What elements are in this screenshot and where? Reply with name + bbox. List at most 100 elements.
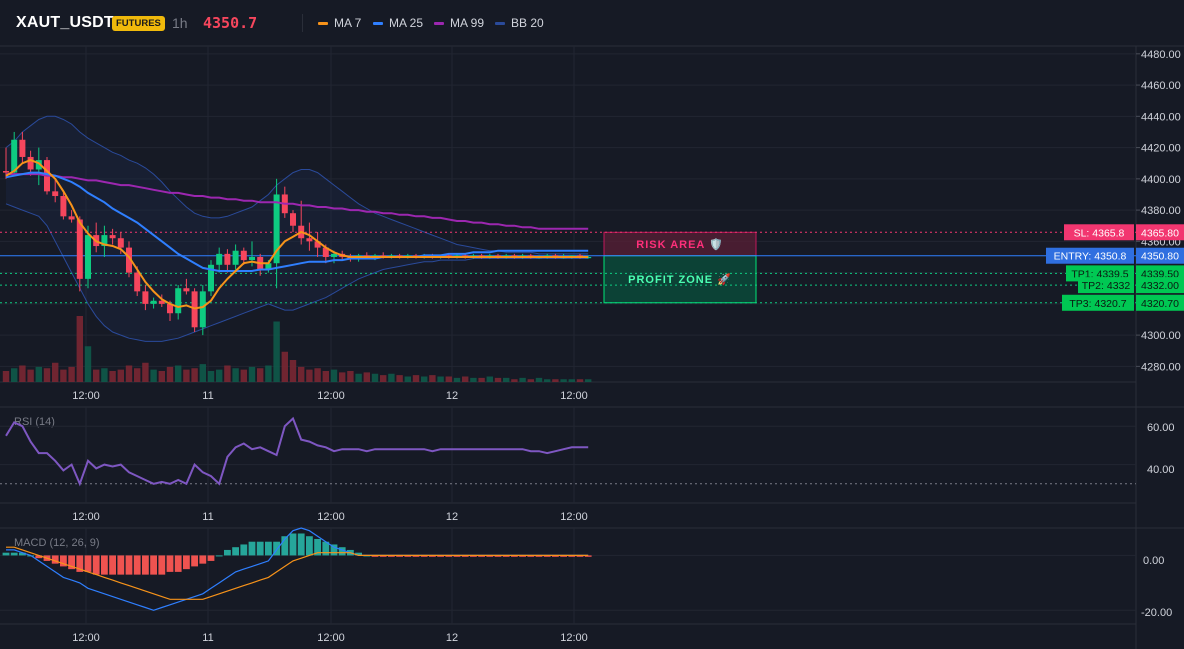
candle-body bbox=[273, 194, 280, 264]
sl-axis-label: 4365.80 bbox=[1141, 227, 1179, 239]
candle-body bbox=[11, 139, 18, 173]
candle-body bbox=[175, 288, 182, 314]
volume-bar bbox=[371, 373, 379, 382]
volume-bar bbox=[2, 371, 10, 382]
candle bbox=[191, 288, 198, 332]
macd-histogram-bar bbox=[207, 555, 215, 561]
volume-bar bbox=[396, 375, 403, 382]
macd-histogram-bar bbox=[420, 555, 428, 557]
candle-body bbox=[158, 300, 165, 304]
macd-tick-0: 0.00 bbox=[1143, 555, 1164, 567]
volume-bar bbox=[175, 365, 182, 382]
candle bbox=[76, 216, 83, 292]
price-tick-label: 4480.00 bbox=[1141, 49, 1181, 61]
macd-histogram-bar bbox=[60, 555, 67, 567]
candle bbox=[126, 241, 132, 278]
volume-bar bbox=[150, 369, 157, 382]
entry-axis-label: 4350.80 bbox=[1141, 251, 1179, 263]
volume-bar bbox=[216, 369, 223, 382]
legend-bb20-label: BB 20 bbox=[511, 16, 544, 30]
legend-ma99[interactable]: MA 99 bbox=[434, 16, 484, 30]
macd-histogram-bar bbox=[429, 555, 436, 557]
candle-body bbox=[52, 191, 59, 197]
volume-bar bbox=[76, 316, 83, 382]
macd-histogram-bar bbox=[51, 555, 59, 564]
entry-axis-tag bbox=[1136, 247, 1184, 264]
candle bbox=[19, 131, 26, 164]
volume-bar bbox=[19, 365, 26, 382]
volume-bar bbox=[453, 377, 461, 382]
time-tick-label: 12:00 bbox=[560, 632, 588, 644]
candle bbox=[142, 285, 149, 311]
volume-bar bbox=[68, 366, 75, 382]
volume-bar bbox=[183, 369, 190, 382]
time-tick-label: 11 bbox=[202, 511, 213, 523]
volume-bar bbox=[412, 375, 420, 382]
macd-histogram-bar bbox=[84, 555, 92, 572]
candle-body bbox=[134, 272, 141, 292]
tp3-tag bbox=[1062, 294, 1134, 311]
interval-label[interactable]: 1h bbox=[172, 15, 188, 31]
volume-bar bbox=[421, 376, 428, 382]
legend-ma25-label: MA 25 bbox=[389, 16, 424, 30]
macd-histogram-bar bbox=[511, 555, 518, 557]
volume-bar bbox=[470, 377, 477, 382]
volume-bar bbox=[232, 368, 239, 382]
volume-bar bbox=[273, 321, 280, 382]
macd-histogram-bar bbox=[371, 555, 379, 557]
candle bbox=[290, 210, 296, 232]
volume-bar bbox=[322, 371, 329, 382]
candle-body bbox=[3, 171, 9, 173]
profit-zone-label: PROFIT ZONE 🚀 bbox=[628, 273, 732, 286]
candle bbox=[306, 222, 313, 251]
candle-body bbox=[232, 250, 239, 265]
candle-body bbox=[101, 235, 108, 247]
macd-histogram-bar bbox=[174, 555, 182, 572]
time-tick-label: 12:00 bbox=[72, 390, 100, 402]
legend-bb20[interactable]: BB 20 bbox=[495, 16, 544, 30]
candle-body bbox=[35, 160, 42, 170]
legend-ma7[interactable]: MA 7 bbox=[318, 16, 361, 30]
candle bbox=[232, 244, 239, 270]
volume-bar bbox=[306, 369, 313, 382]
volume-bar bbox=[117, 369, 124, 382]
candle bbox=[158, 294, 165, 307]
macd-histogram-bar bbox=[281, 536, 289, 556]
volume-bar bbox=[544, 379, 551, 382]
tp3-tag-label: TP3: 4320.7 bbox=[1069, 298, 1126, 310]
price-tick-label: 4300.00 bbox=[1141, 330, 1181, 342]
volume-bar bbox=[503, 377, 510, 382]
chart-header: XAUT_USDT FUTURES 1h 4350.7 MA 7 MA 25 M… bbox=[0, 0, 1184, 46]
macd-histogram-bar bbox=[552, 555, 559, 557]
volume-bar bbox=[339, 372, 346, 382]
volume-bar bbox=[207, 371, 215, 382]
candle bbox=[175, 285, 182, 320]
macd-histogram-bar bbox=[461, 555, 469, 557]
volume-bar bbox=[445, 376, 452, 382]
volume-bar bbox=[478, 377, 485, 382]
time-tick-label: 11 bbox=[202, 632, 213, 644]
volume-bar bbox=[511, 379, 518, 382]
candle-body bbox=[314, 241, 321, 248]
volume-bar bbox=[535, 377, 543, 382]
price-tick-label: 4280.00 bbox=[1141, 361, 1181, 373]
volume-bar bbox=[199, 364, 206, 382]
symbol-title[interactable]: XAUT_USDT bbox=[16, 14, 114, 31]
volume-bar bbox=[43, 368, 51, 382]
ma7-swatch bbox=[318, 21, 328, 25]
legend-ma7-label: MA 7 bbox=[334, 16, 362, 30]
trade-zones: RISK AREA 🛡️ PROFIT ZONE 🚀 bbox=[603, 231, 757, 304]
volume-bar bbox=[388, 373, 395, 382]
macd-title: MACD (12, 26, 9) bbox=[14, 537, 100, 549]
macd-histogram-bar bbox=[453, 555, 461, 557]
time-tick-label: 12 bbox=[446, 632, 458, 644]
legend-ma99-label: MA 99 bbox=[450, 16, 485, 30]
time-axes: 12:00 11 12:00 12 12:00 12:00 11 12:00 12 12:00 12… bbox=[72, 390, 588, 644]
macd-histogram-bar bbox=[35, 555, 43, 559]
legend-ma25[interactable]: MA 25 bbox=[373, 16, 423, 30]
candle-body bbox=[126, 247, 132, 273]
macd-histogram-bar bbox=[199, 555, 207, 564]
volume-bar bbox=[52, 362, 59, 382]
